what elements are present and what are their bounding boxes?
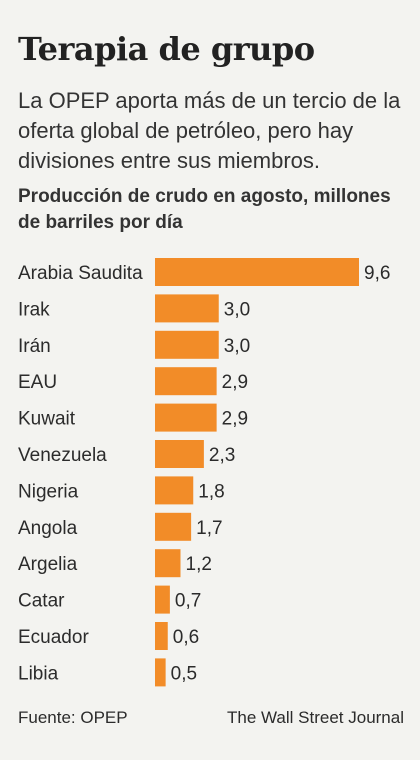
data-label: 2,9 bbox=[222, 409, 248, 430]
bar bbox=[155, 622, 168, 650]
category-label: Irán bbox=[18, 336, 51, 357]
bar bbox=[155, 294, 219, 323]
data-label: 3,0 bbox=[224, 299, 250, 320]
data-label: 9,6 bbox=[364, 263, 390, 284]
source-note: Fuente: OPEP bbox=[18, 708, 128, 727]
category-label: Arabia Saudita bbox=[18, 263, 143, 284]
data-label: 1,2 bbox=[186, 554, 212, 575]
data-label: 0,7 bbox=[175, 591, 201, 612]
data-label: 2,9 bbox=[222, 372, 248, 393]
bar bbox=[155, 440, 204, 468]
bar bbox=[155, 658, 166, 687]
data-label: 2,3 bbox=[209, 445, 235, 466]
chart-title: Terapia de grupo bbox=[18, 30, 315, 68]
publisher-credit: The Wall Street Journal bbox=[227, 708, 404, 727]
category-label: Kuwait bbox=[18, 409, 76, 430]
bar bbox=[155, 476, 194, 505]
bar bbox=[155, 585, 170, 614]
category-label: Venezuela bbox=[18, 445, 107, 466]
category-label: Irak bbox=[18, 299, 50, 320]
bar bbox=[155, 403, 217, 432]
bar bbox=[155, 258, 359, 286]
category-label: Nigeria bbox=[18, 481, 79, 502]
category-label: Libia bbox=[18, 663, 59, 684]
data-label: 1,8 bbox=[198, 481, 224, 502]
bar-chart: Arabia Saudita 9,6 Irak 3,0 Irán 3,0 EAU 2,9 Kuw… bbox=[18, 258, 390, 687]
bar bbox=[155, 549, 181, 578]
data-label: 0,5 bbox=[171, 663, 197, 684]
data-label: 0,6 bbox=[173, 627, 199, 648]
category-label: Argelia bbox=[18, 554, 78, 575]
bar bbox=[155, 512, 192, 541]
bar bbox=[155, 330, 219, 359]
chart-measure-label: Producción de crudo en agosto, millones … bbox=[18, 186, 391, 233]
bar bbox=[155, 367, 217, 396]
category-label: Catar bbox=[18, 591, 65, 612]
data-label: 3,0 bbox=[224, 336, 250, 357]
category-label: Angola bbox=[18, 518, 78, 539]
category-label: Ecuador bbox=[18, 627, 89, 648]
data-label: 1,7 bbox=[196, 518, 222, 539]
category-label: EAU bbox=[18, 372, 57, 393]
chart-subtitle: La OPEP aporta más de un tercio de la of… bbox=[18, 88, 401, 173]
